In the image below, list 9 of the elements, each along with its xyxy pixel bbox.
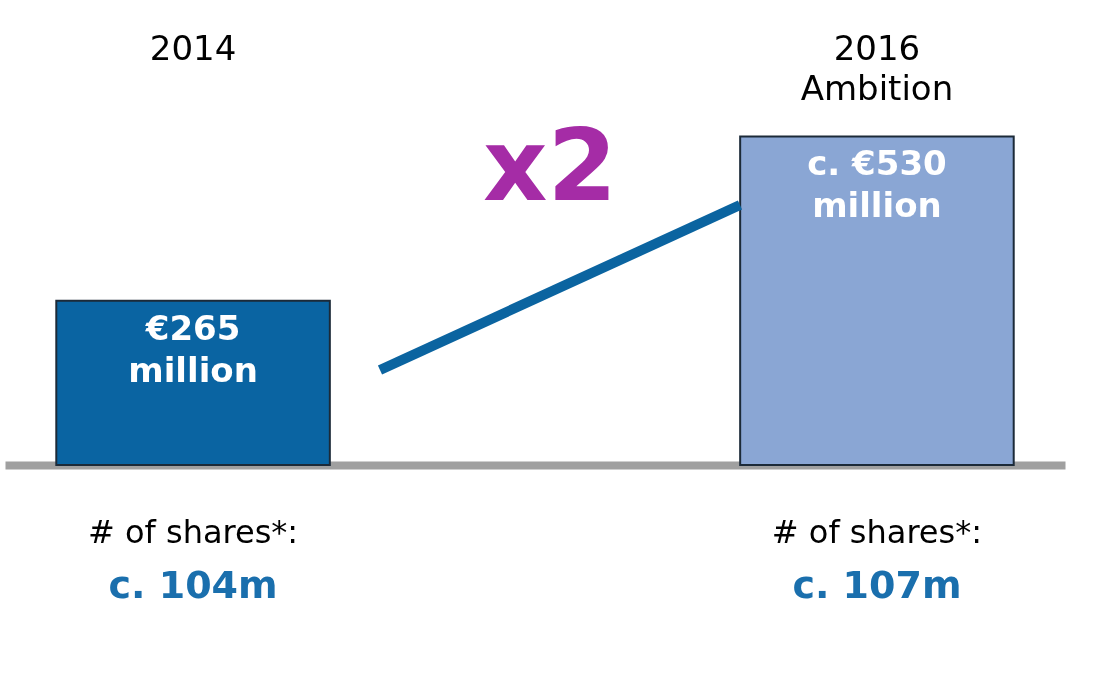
text: # of shares*: (771, 513, 983, 551)
text: c. 104m (108, 563, 278, 607)
data-label: €265 million (128, 307, 258, 390)
annotation: x2 (482, 107, 618, 224)
data-label: c. €530 million (807, 143, 947, 226)
text: c. 107m (792, 563, 962, 607)
text: # of shares*: (87, 513, 299, 551)
x-tick-label: 2016 Ambition (800, 28, 954, 108)
x-tick-label: 2014 (149, 28, 237, 68)
